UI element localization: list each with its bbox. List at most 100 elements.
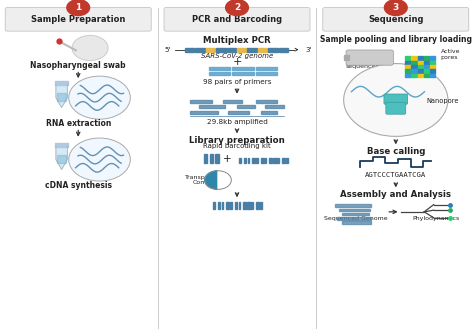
Bar: [405, 74, 410, 77]
Bar: [261, 111, 277, 114]
Bar: [342, 221, 371, 224]
Bar: [252, 158, 255, 163]
Text: Sample pooling and library loading: Sample pooling and library loading: [320, 35, 472, 44]
Bar: [411, 74, 417, 77]
Bar: [411, 70, 417, 73]
Text: AGTCCCTGAATCGA: AGTCCCTGAATCGA: [365, 172, 427, 178]
Circle shape: [69, 76, 130, 119]
Text: +: +: [232, 57, 242, 67]
Text: MinION
sequencer: MinION sequencer: [346, 58, 379, 69]
Bar: [405, 57, 410, 60]
Text: Multiplex PCR: Multiplex PCR: [203, 36, 271, 45]
Text: Nanopore: Nanopore: [427, 98, 459, 104]
Text: Sequenced Genome: Sequenced Genome: [324, 216, 387, 221]
Bar: [230, 202, 232, 209]
Bar: [223, 100, 242, 103]
Text: 3': 3': [306, 47, 312, 53]
Bar: [218, 202, 220, 209]
Bar: [228, 111, 249, 114]
Text: Transposome
Complex: Transposome Complex: [185, 175, 227, 185]
Circle shape: [226, 0, 248, 16]
FancyBboxPatch shape: [346, 50, 393, 65]
Text: Active
pores: Active pores: [441, 49, 460, 60]
Bar: [227, 48, 236, 52]
Bar: [258, 48, 267, 52]
Bar: [248, 158, 249, 163]
Bar: [273, 158, 277, 163]
Text: +: +: [223, 154, 232, 164]
Bar: [286, 158, 288, 163]
Bar: [405, 61, 410, 65]
Bar: [279, 48, 288, 52]
Text: SARS-CoV-2 genome: SARS-CoV-2 genome: [201, 53, 273, 59]
Text: cDNA synthesis: cDNA synthesis: [45, 180, 112, 190]
Bar: [430, 57, 435, 60]
Bar: [239, 158, 241, 163]
Circle shape: [69, 138, 130, 181]
FancyBboxPatch shape: [5, 8, 151, 31]
FancyBboxPatch shape: [323, 8, 469, 31]
Bar: [55, 143, 68, 147]
Text: Base calling: Base calling: [366, 147, 425, 156]
Circle shape: [384, 0, 407, 16]
Text: 2: 2: [234, 3, 240, 12]
Text: Sequencing: Sequencing: [368, 15, 424, 24]
Bar: [430, 74, 435, 77]
Bar: [411, 65, 417, 69]
Bar: [424, 61, 429, 65]
Bar: [265, 105, 284, 108]
Text: Library preparation: Library preparation: [189, 136, 285, 145]
Bar: [195, 48, 205, 52]
Text: 1: 1: [75, 3, 82, 12]
Bar: [199, 105, 225, 108]
Bar: [209, 72, 230, 75]
Text: Sample Preparation: Sample Preparation: [31, 15, 126, 24]
Text: 98 pairs of primers: 98 pairs of primers: [203, 79, 271, 85]
Bar: [405, 65, 410, 69]
Bar: [215, 154, 219, 163]
FancyBboxPatch shape: [164, 8, 310, 31]
Bar: [204, 154, 207, 163]
Bar: [430, 61, 435, 65]
Circle shape: [72, 35, 108, 61]
Bar: [424, 65, 429, 69]
Bar: [206, 48, 215, 52]
Bar: [256, 158, 258, 163]
Bar: [256, 100, 277, 103]
Circle shape: [67, 0, 90, 16]
Text: 5': 5': [164, 47, 171, 53]
Bar: [239, 202, 240, 209]
Bar: [418, 74, 423, 77]
Bar: [256, 72, 277, 75]
Wedge shape: [218, 171, 231, 189]
Bar: [252, 202, 253, 209]
Bar: [261, 158, 264, 163]
Bar: [337, 217, 371, 220]
Bar: [243, 202, 246, 209]
Bar: [265, 158, 266, 163]
Bar: [190, 111, 218, 114]
Polygon shape: [56, 146, 67, 169]
Circle shape: [344, 64, 448, 136]
Bar: [411, 57, 417, 60]
Bar: [216, 48, 226, 52]
Bar: [213, 202, 215, 209]
Bar: [282, 158, 285, 163]
Bar: [209, 67, 230, 70]
Bar: [418, 61, 423, 65]
Bar: [278, 158, 279, 163]
Bar: [260, 202, 262, 209]
Text: Assembly and Analysis: Assembly and Analysis: [340, 190, 451, 199]
Bar: [256, 67, 277, 70]
Bar: [235, 202, 237, 209]
Text: 29.8kb amplified: 29.8kb amplified: [207, 119, 267, 125]
Bar: [418, 57, 423, 60]
Bar: [57, 93, 66, 101]
Bar: [232, 67, 254, 70]
Polygon shape: [56, 84, 67, 108]
Bar: [411, 61, 417, 65]
Bar: [244, 158, 246, 163]
Text: Rapid barcoding kit: Rapid barcoding kit: [203, 143, 271, 149]
FancyBboxPatch shape: [386, 102, 406, 114]
Bar: [344, 55, 349, 60]
